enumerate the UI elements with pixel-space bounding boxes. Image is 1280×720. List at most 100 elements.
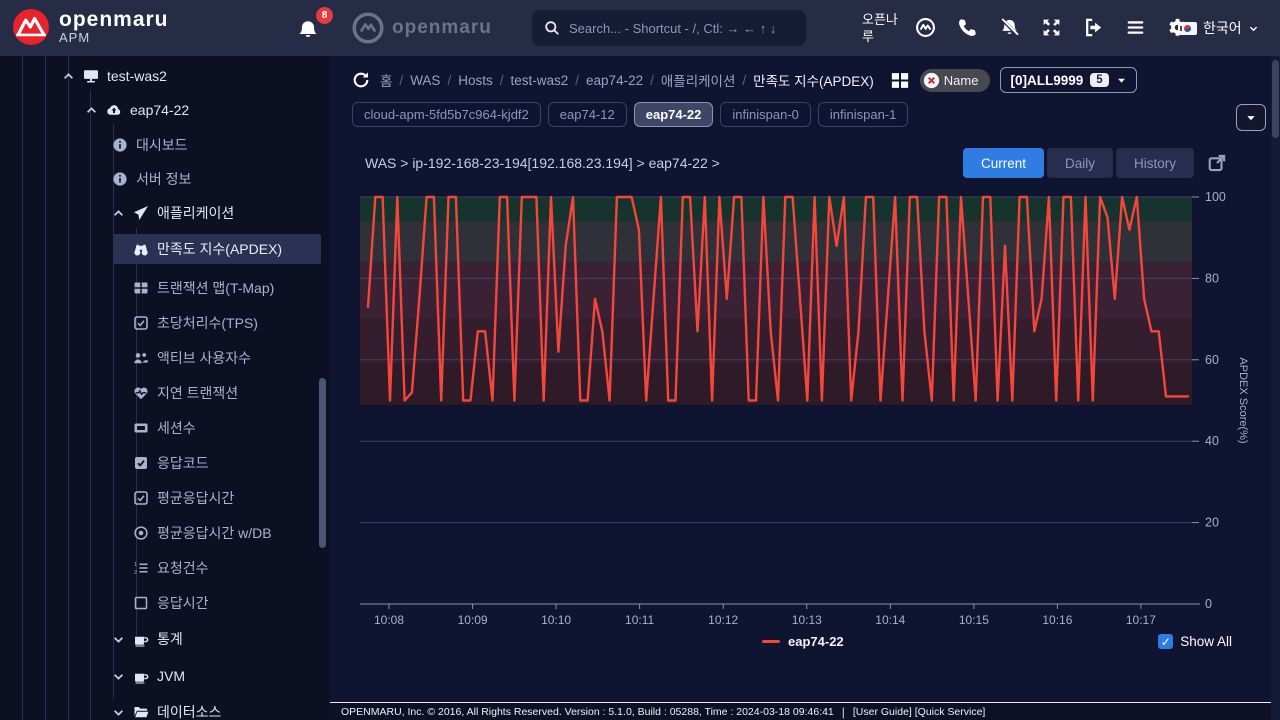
instance-tab-eap74-22[interactable]: eap74-22 [634, 102, 714, 127]
breadcrumb-item[interactable]: test-was2 [510, 73, 568, 88]
sidebar-item-응답시간[interactable]: 응답시간 [133, 588, 209, 618]
ticket-icon [133, 420, 149, 436]
phone-icon[interactable] [957, 17, 978, 38]
svg-text:10:14: 10:14 [875, 613, 905, 627]
svg-text:20: 20 [1205, 516, 1219, 530]
collapse-panel-button[interactable] [1236, 104, 1266, 131]
instance-tab-eap74-12[interactable]: eap74-12 [548, 102, 627, 127]
square-icon [133, 595, 149, 611]
legend-line-swatch [762, 640, 780, 643]
name-filter-pill[interactable]: Name [920, 69, 991, 92]
sidebar-item-통계[interactable]: 통계 [112, 624, 183, 654]
app-header: openmaru APM 8 openmaru 오픈나루 한국어 [0, 0, 1280, 56]
sidebar-item-액티브-사용자수[interactable]: 액티브 사용자수 [133, 343, 251, 373]
sidebar-item-평균응답시간-w-DB[interactable]: 평균응답시간 w/DB [133, 518, 272, 548]
checkbox-checked-icon: ✓ [1158, 634, 1173, 649]
sidebar-item-만족도-지수-APDEX-[interactable]: 만족도 지수(APDEX) [133, 234, 282, 264]
send-icon [133, 205, 149, 221]
sidebar-item-label: JVM [157, 668, 185, 684]
breadcrumb-item[interactable]: WAS [410, 73, 440, 88]
sidebar-item-지연-트랜잭션[interactable]: 지연 트랜잭션 [133, 378, 238, 408]
external-link-icon[interactable] [1207, 153, 1227, 173]
show-all-label: Show All [1180, 634, 1232, 649]
user-name[interactable]: 오픈나루 [862, 11, 904, 45]
chevron-down-icon[interactable] [112, 633, 125, 646]
app-logo[interactable]: openmaru APM [12, 8, 169, 46]
sidebar-item-평균응답시간[interactable]: 평균응답시간 [133, 483, 234, 513]
svg-text:10:11: 10:11 [625, 613, 654, 627]
svg-text:10:13: 10:13 [792, 613, 822, 627]
instance-dropdown[interactable]: [0]ALL9999 5 [1000, 67, 1136, 93]
caret-down-icon [1116, 75, 1127, 86]
breadcrumb-item[interactable]: 애플리케이션 [661, 70, 736, 90]
remove-filter-icon[interactable] [923, 72, 940, 89]
notifications-button[interactable]: 8 [297, 13, 327, 45]
daily-button[interactable]: Daily [1047, 148, 1113, 178]
search-box[interactable] [532, 10, 806, 46]
chevron-up-icon[interactable] [62, 70, 75, 83]
sidebar-item-JVM[interactable]: JVM [112, 661, 185, 691]
chevron-up-icon[interactable] [112, 207, 125, 220]
users-icon [133, 350, 149, 366]
sidebar-item-eap74-22[interactable]: eap74-22 [85, 95, 189, 125]
sidebar-item-트랜잭션-맵-T-Map-[interactable]: 트랜잭션 맵(T-Map) [133, 273, 274, 303]
sidebar-item-세션수[interactable]: 세션수 [133, 413, 196, 443]
chevron-up-icon[interactable] [85, 104, 98, 117]
notifications-off-icon[interactable] [999, 17, 1020, 38]
chevron-down-icon[interactable] [112, 706, 125, 719]
language-selector[interactable]: 한국어 [1178, 18, 1259, 38]
table-icon [133, 280, 149, 296]
breadcrumb-item[interactable]: eap74-22 [586, 73, 643, 88]
instance-tab-cloud-apm-5fd5b7c964-kjdf2[interactable]: cloud-apm-5fd5b7c964-kjdf2 [352, 102, 541, 127]
svg-text:10:09: 10:09 [458, 613, 488, 627]
sidebar-item-label: 지연 트랜잭션 [157, 383, 238, 403]
history-button[interactable]: History [1116, 148, 1194, 178]
check-square-icon [133, 315, 149, 331]
sidebar-item-label: 애플리케이션 [157, 203, 234, 223]
sidebar-item-test-was2[interactable]: test-was2 [62, 61, 167, 91]
fullscreen-icon[interactable] [1041, 17, 1062, 38]
sidebar-item-서버-정보[interactable]: 서버 정보 [112, 164, 191, 194]
notification-count-badge: 8 [316, 7, 333, 24]
breadcrumb-item[interactable]: 홈 [380, 70, 392, 90]
instance-tab-infinispan-0[interactable]: infinispan-0 [720, 102, 811, 127]
legend-item-eap74-22[interactable]: eap74-22 [762, 634, 844, 649]
tree-guide-line [68, 56, 69, 720]
breadcrumb-item[interactable]: Hosts [458, 73, 493, 88]
sidebar-item-label: 초당처리수(TPS) [157, 313, 258, 333]
footer-links[interactable]: [User Guide] [Quick Service] [853, 706, 985, 718]
sidebar-item-애플리케이션[interactable]: 애플리케이션 [112, 198, 234, 228]
chevron-down-icon[interactable] [112, 670, 125, 683]
footer: OPENMARU, Inc. © 2016, All Rights Reserv… [330, 702, 1280, 720]
sidebar-item-대시보드[interactable]: 대시보드 [112, 130, 188, 160]
openmaru-logo-icon [12, 8, 50, 46]
sidebar-scrollbar[interactable] [319, 378, 326, 548]
instance-dropdown-label: [0]ALL9999 [1010, 73, 1083, 88]
apdex-line-chart[interactable]: 10:0810:0910:1010:1110:1210:1310:1410:15… [330, 184, 1280, 656]
svg-text:0: 0 [1205, 597, 1212, 611]
main-content: 홈/WAS/Hosts/test-was2/eap74-22/애플리케이션/만족… [330, 56, 1280, 720]
show-all-checkbox[interactable]: ✓ Show All [1158, 634, 1232, 649]
chevron-down-icon [1248, 23, 1259, 34]
sidebar-item-데이터소스[interactable]: 데이터소스 [112, 697, 221, 720]
breadcrumb-separator: / [500, 73, 504, 88]
sidebar-item-초당처리수-TPS-[interactable]: 초당처리수(TPS) [133, 308, 258, 338]
refresh-icon[interactable] [352, 71, 370, 89]
menu-icon[interactable] [1125, 17, 1146, 38]
main-scrollbar-thumb[interactable] [1272, 60, 1279, 138]
sidebar-item-응답코드[interactable]: 응답코드 [133, 448, 209, 478]
search-input[interactable] [569, 21, 789, 36]
header-action-icons [915, 17, 1188, 38]
table-cells-icon[interactable] [890, 70, 910, 90]
instance-tab-infinispan-1[interactable]: infinispan-1 [818, 102, 909, 127]
list-ol-icon: 12 [133, 560, 149, 576]
apm-monitor-icon[interactable] [915, 17, 936, 38]
sidebar-item-요청건수[interactable]: 12요청건수 [133, 553, 209, 583]
footer-separator: | [842, 705, 845, 719]
main-scrollbar-track[interactable] [1271, 56, 1280, 720]
logout-icon[interactable] [1083, 17, 1104, 38]
current-button[interactable]: Current [963, 148, 1044, 178]
svg-text:100: 100 [1205, 190, 1226, 204]
korea-flag-icon [1178, 22, 1197, 35]
sidebar-item-label: 서버 정보 [136, 169, 191, 189]
